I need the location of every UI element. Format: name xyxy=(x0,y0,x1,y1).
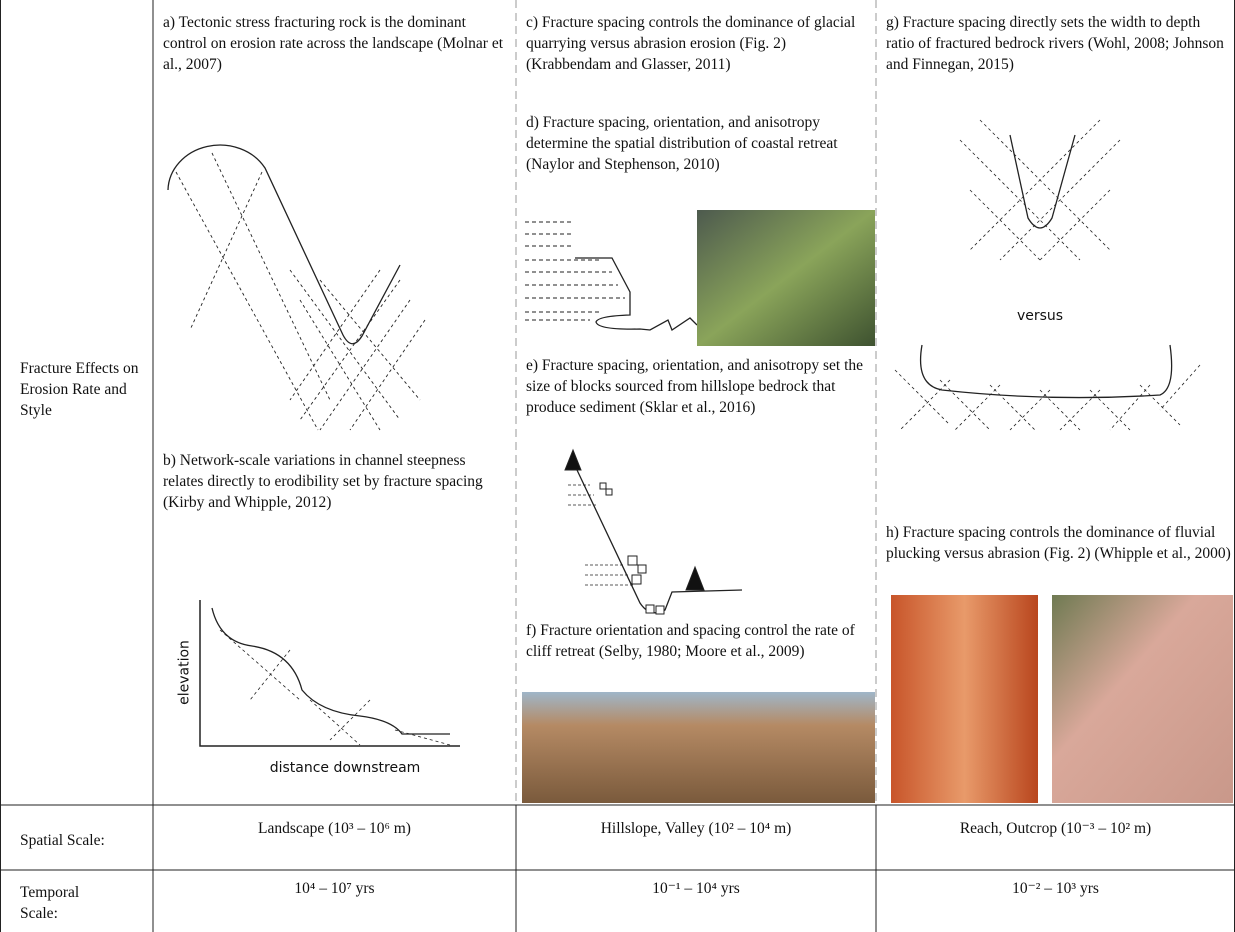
cell: 10⁻¹ – 10⁴ yrs xyxy=(516,878,876,899)
page: Fracture effects table {"table": { "row_… xyxy=(0,0,1235,932)
hillslope xyxy=(577,470,742,613)
axes xyxy=(200,600,460,746)
cell: Hillslope, Valley (10² – 10⁴ m) xyxy=(516,818,876,839)
fractures xyxy=(525,222,625,320)
fracture xyxy=(330,700,370,740)
page-body: Fracture Effects on Erosion Rate and Sty… xyxy=(0,0,1235,932)
fracture xyxy=(290,270,380,400)
tree xyxy=(686,567,704,590)
fracture xyxy=(212,153,330,400)
fracture xyxy=(1000,140,1120,260)
fracture xyxy=(190,172,262,330)
fracture xyxy=(970,190,1040,260)
panel-text: h) Fracture spacing controls the dominan… xyxy=(886,522,1231,564)
fracture xyxy=(1090,390,1130,430)
coast-photo xyxy=(697,210,875,346)
fracture xyxy=(250,650,290,700)
plucking-photo xyxy=(1052,595,1233,803)
block xyxy=(646,605,654,613)
fracture xyxy=(895,370,950,425)
cell: 10⁻² – 10³ yrs xyxy=(876,878,1235,899)
fracture xyxy=(310,700,360,745)
slot-canyon-photo xyxy=(891,595,1038,803)
fracture xyxy=(1160,365,1200,410)
axis-label: distance downstream xyxy=(240,758,450,779)
fracture xyxy=(320,300,410,430)
cell: Landscape (10³ – 10⁶ m) xyxy=(153,818,516,839)
block xyxy=(638,565,646,573)
diagram-b xyxy=(200,600,460,746)
fracture xyxy=(220,630,300,700)
panel-text: a) Tectonic stress fracturing rock is th… xyxy=(163,12,508,75)
wide-channel xyxy=(921,345,1172,398)
figure-label: versus xyxy=(1000,306,1080,327)
row-label: Spatial Scale: xyxy=(20,830,145,851)
fracture xyxy=(176,172,318,430)
diagram-d xyxy=(525,210,875,346)
fracture xyxy=(1110,385,1150,430)
row-label: Temporal Scale: xyxy=(20,882,110,924)
panel-text: b) Network-scale variations in channel s… xyxy=(163,450,508,513)
fracture xyxy=(320,280,420,400)
axis-label: elevation xyxy=(175,633,196,713)
fracture xyxy=(1140,385,1180,425)
diagram-g xyxy=(895,120,1200,430)
panel-text: e) Fracture spacing, orientation, and an… xyxy=(526,355,871,418)
fractures xyxy=(895,120,1200,430)
tree xyxy=(565,450,581,470)
narrow-channel xyxy=(1010,135,1075,228)
profile xyxy=(212,608,450,734)
fracture xyxy=(1060,390,1100,430)
fracture xyxy=(960,140,1080,260)
coast-profile xyxy=(575,258,697,330)
block xyxy=(656,606,664,614)
diagram-e xyxy=(565,450,742,614)
block xyxy=(628,556,637,565)
panel-text: f) Fracture orientation and spacing cont… xyxy=(526,620,871,662)
panel-text: c) Fracture spacing controls the dominan… xyxy=(526,12,871,75)
fracture xyxy=(1040,190,1110,260)
block xyxy=(600,483,606,489)
fracture xyxy=(970,120,1100,250)
valley-profile xyxy=(168,145,400,344)
cell: 10⁴ – 10⁷ yrs xyxy=(153,878,516,899)
cliff-photo xyxy=(522,692,875,803)
fracture xyxy=(300,280,400,420)
diagram-a xyxy=(168,145,425,430)
fracture xyxy=(990,385,1035,430)
block xyxy=(632,575,641,584)
panel-text: g) Fracture spacing directly sets the wi… xyxy=(886,12,1231,75)
fractures xyxy=(176,153,425,430)
fracture xyxy=(980,120,1110,250)
fracture xyxy=(290,270,400,420)
fracture xyxy=(395,730,450,745)
block xyxy=(606,489,612,495)
panel-text: d) Fracture spacing, orientation, and an… xyxy=(526,112,871,175)
fracture xyxy=(900,380,950,430)
fracture xyxy=(300,300,380,430)
cell: Reach, Outcrop (10⁻³ – 10² m) xyxy=(876,818,1235,839)
fracture xyxy=(1040,390,1080,430)
fractures xyxy=(220,630,450,745)
row-label: Fracture Effects on Erosion Rate and Sty… xyxy=(20,358,145,421)
blocks xyxy=(600,483,664,614)
